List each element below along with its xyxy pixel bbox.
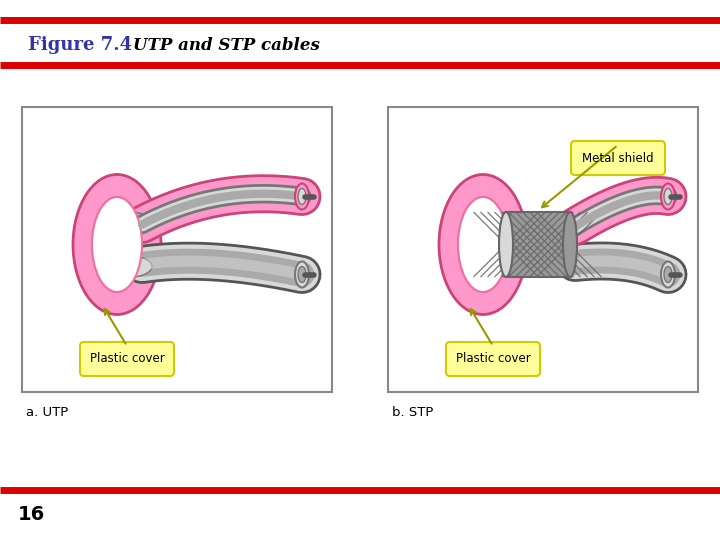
- Bar: [506, 212, 571, 276]
- Ellipse shape: [458, 197, 508, 292]
- Ellipse shape: [661, 261, 675, 287]
- Ellipse shape: [74, 177, 160, 313]
- Ellipse shape: [73, 175, 161, 314]
- Ellipse shape: [468, 255, 518, 278]
- Ellipse shape: [73, 176, 161, 313]
- Ellipse shape: [661, 184, 675, 210]
- Text: Metal shield: Metal shield: [582, 152, 654, 165]
- Ellipse shape: [75, 178, 159, 312]
- Ellipse shape: [75, 177, 159, 312]
- Ellipse shape: [92, 197, 142, 292]
- Ellipse shape: [112, 215, 142, 230]
- Ellipse shape: [74, 177, 160, 312]
- Text: Plastic cover: Plastic cover: [456, 353, 531, 366]
- Ellipse shape: [73, 175, 161, 314]
- Ellipse shape: [75, 178, 159, 311]
- Ellipse shape: [75, 177, 159, 312]
- Ellipse shape: [478, 215, 508, 230]
- Ellipse shape: [74, 177, 160, 312]
- Text: a. UTP: a. UTP: [26, 406, 68, 419]
- Ellipse shape: [92, 197, 142, 292]
- Ellipse shape: [664, 188, 672, 205]
- Text: b. STP: b. STP: [392, 406, 433, 419]
- Ellipse shape: [73, 175, 161, 314]
- Ellipse shape: [74, 176, 160, 313]
- Ellipse shape: [298, 188, 306, 205]
- Ellipse shape: [458, 197, 508, 292]
- Ellipse shape: [73, 175, 161, 314]
- Ellipse shape: [74, 176, 160, 313]
- FancyBboxPatch shape: [446, 342, 540, 376]
- Ellipse shape: [75, 178, 159, 312]
- Ellipse shape: [73, 174, 161, 314]
- Ellipse shape: [298, 267, 306, 282]
- Ellipse shape: [664, 267, 672, 282]
- Ellipse shape: [73, 174, 161, 314]
- Ellipse shape: [102, 255, 152, 278]
- Bar: [506, 212, 571, 276]
- Ellipse shape: [75, 178, 159, 311]
- Ellipse shape: [75, 178, 159, 311]
- Ellipse shape: [74, 177, 160, 313]
- FancyBboxPatch shape: [80, 342, 174, 376]
- Text: 16: 16: [18, 505, 45, 524]
- Text: Figure 7.4: Figure 7.4: [28, 36, 132, 54]
- Ellipse shape: [102, 212, 152, 233]
- Ellipse shape: [295, 184, 309, 210]
- Ellipse shape: [468, 212, 518, 233]
- Ellipse shape: [73, 176, 161, 314]
- Bar: [388, 107, 698, 392]
- Text: Plastic cover: Plastic cover: [89, 353, 164, 366]
- Ellipse shape: [75, 177, 159, 312]
- Ellipse shape: [563, 212, 577, 277]
- Ellipse shape: [295, 261, 309, 287]
- Ellipse shape: [73, 174, 161, 314]
- Ellipse shape: [74, 177, 160, 313]
- Ellipse shape: [74, 177, 160, 312]
- Ellipse shape: [74, 176, 160, 313]
- Ellipse shape: [73, 175, 161, 314]
- Bar: [22, 107, 332, 392]
- Ellipse shape: [73, 176, 161, 313]
- Ellipse shape: [75, 178, 159, 312]
- FancyBboxPatch shape: [571, 141, 665, 175]
- Ellipse shape: [73, 176, 161, 314]
- Ellipse shape: [499, 212, 513, 277]
- Text: UTP and STP cables: UTP and STP cables: [133, 37, 320, 53]
- Ellipse shape: [74, 176, 160, 313]
- Ellipse shape: [439, 174, 527, 314]
